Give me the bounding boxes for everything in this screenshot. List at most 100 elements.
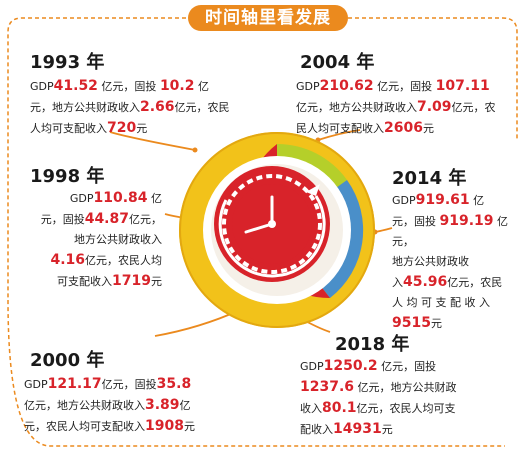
stat-text: 配收入: [300, 423, 333, 436]
stat-text: 元: [381, 423, 393, 436]
stat-text: 元: [183, 420, 195, 433]
stat-text: 元: [151, 275, 162, 288]
entry-line: 9515元: [392, 313, 522, 334]
stat-text: 亿元，地方公共财政收入: [296, 101, 417, 114]
stat-text: GDP: [300, 360, 324, 373]
stat-value: 210.62: [319, 78, 374, 94]
year-label: 1998 年: [30, 166, 105, 187]
entry-line: 民人均可支配收入2606元: [296, 118, 522, 139]
stat-text: 元: [422, 122, 434, 135]
stat-value: 35.8: [156, 376, 192, 392]
stat-text: 人 均 可 支 配 收 入: [392, 296, 490, 309]
stat-text: 亿元，: [129, 213, 162, 226]
stat-value: 80.1: [322, 400, 357, 416]
year-label: 2004 年: [300, 52, 375, 73]
stat-text: GDP: [69, 192, 94, 205]
stat-text: 亿元，农: [451, 101, 496, 114]
stat-value: 107.11: [435, 78, 490, 94]
entry-line: GDP121.17亿元，固投35.8: [24, 374, 260, 395]
stat-value: 45.96: [403, 274, 448, 290]
stat-value: 110.84: [93, 190, 148, 206]
stat-value: 44.87: [84, 211, 129, 227]
year-label: 1993 年: [30, 52, 105, 73]
entry-line: 亿元，地方公共财政收入3.89亿: [24, 395, 260, 416]
stat-text: 亿: [469, 194, 485, 207]
stat-text: 亿元，固投: [101, 378, 157, 391]
stat-value: 121.17: [47, 376, 102, 392]
stat-value: 9515: [392, 315, 431, 331]
year-label: 2000 年: [30, 350, 105, 371]
entry-line: 元，固投 919.19 亿元，: [392, 211, 522, 252]
entry-line: 亿元，地方公共财政收入7.09亿元，农: [296, 97, 522, 118]
year-label: 2014 年: [392, 168, 467, 189]
stat-text: 亿元，: [392, 215, 509, 248]
entry-line: 地方公共财政收: [392, 252, 522, 272]
stat-value: 3.89: [145, 397, 180, 413]
entry-line: 4.16亿元，农民人均: [22, 250, 162, 271]
page-title: 时间轴里看发展: [188, 5, 348, 31]
stat-text: 亿元，农民: [447, 276, 503, 289]
stat-text: 元，农民人均可支配收入: [24, 420, 145, 433]
entry-line: GDP210.62 亿元，固投 107.11: [296, 76, 522, 97]
stat-text: 民人均可支配收入: [296, 122, 384, 135]
clock-icon: [214, 166, 330, 282]
stat-value: 7.09: [417, 99, 452, 115]
entry-line: GDP41.52 亿元，固投 10.2 亿: [30, 76, 270, 97]
stat-value: 10.2: [159, 78, 195, 94]
entry-line: 人 均 可 支 配 收 入: [392, 293, 522, 313]
entry-line: 元，农民人均可支配收入1908元: [24, 416, 260, 437]
entry-line: 元，地方公共财政收入2.66亿元，农民: [30, 97, 270, 118]
entry-line: 入45.96亿元，农民: [392, 272, 522, 293]
dashed-frame-left: [7, 17, 186, 300]
stat-value: 4.16: [50, 252, 85, 268]
entry-line: GDP1250.2 亿元，固投: [300, 356, 522, 377]
entry-text-2004: GDP210.62 亿元，固投 107.11 亿元，地方公共财政收入7.09亿元，…: [296, 76, 522, 139]
stat-text: GDP: [296, 80, 320, 93]
stat-text: 亿元，固投: [377, 360, 437, 373]
stat-text: 人均可支配收入: [30, 122, 107, 135]
stat-value: 919.19: [439, 213, 494, 229]
entry-line: 地方公共财政收入: [22, 230, 162, 250]
stat-text: 亿元，固投: [373, 80, 436, 93]
stat-value: 1250.2: [323, 358, 378, 374]
stat-value: 2.66: [140, 99, 175, 115]
stat-text: GDP: [24, 378, 48, 391]
stat-text: 亿: [194, 80, 209, 93]
stat-text: 亿: [147, 192, 162, 205]
entry-line: 配收入14931元: [300, 419, 522, 440]
stat-value: 41.52: [53, 78, 98, 94]
stat-text: GDP: [30, 80, 54, 93]
stat-value: 1908: [145, 418, 184, 434]
entry-text-1993: GDP41.52 亿元，固投 10.2 亿元，地方公共财政收入2.66亿元，农民…: [30, 76, 270, 139]
entry-text-2018: GDP1250.2 亿元，固投 1237.6 亿元，地方公共财政 收入80.1亿元，…: [300, 356, 522, 440]
dashed-frame-right: [348, 17, 518, 140]
entry-text-1998: GDP110.84 亿元，固投44.87亿元， 地方公共财政收入 4.16亿元，农民…: [22, 188, 162, 292]
entry-text-2000: GDP121.17亿元，固投35.8 亿元，地方公共财政收入3.89亿 元，农民人均…: [24, 374, 260, 437]
stat-text: 地方公共财政收入: [74, 233, 162, 246]
stat-value: 14931: [333, 421, 382, 437]
connector-1993: [109, 131, 196, 151]
stat-text: 亿元，农民人均: [85, 254, 162, 267]
entry-line: 收入80.1亿元，农民人均可支: [300, 398, 522, 419]
stat-text: 亿元，固投: [97, 80, 160, 93]
stat-text: 亿元，农民人均可支: [356, 402, 456, 415]
entry-line: 1237.6 亿元，地方公共财政: [300, 377, 522, 398]
entry-line: GDP110.84 亿: [22, 188, 162, 209]
stat-value: 2606: [384, 120, 423, 136]
stat-value: 720: [107, 120, 137, 136]
stat-text: 亿元，地方公共财政: [354, 381, 457, 394]
stat-value: 1237.6: [300, 379, 355, 395]
entry-line: 元，固投44.87亿元，: [22, 209, 162, 230]
stat-text: 可支配收入: [57, 275, 113, 288]
dashed-frame-bottom: [7, 299, 505, 447]
stat-text: 亿元，农民: [174, 101, 230, 114]
entry-line: 人均可支配收入720元: [30, 118, 270, 139]
entry-line: 可支配收入1719元: [22, 271, 162, 292]
stat-text: 亿: [179, 399, 191, 412]
stat-value: 1719: [112, 273, 151, 289]
connector-2004: [317, 129, 361, 141]
stat-text: 收入: [300, 402, 322, 415]
stat-text: 入: [392, 276, 403, 289]
entry-line: GDP919.61 亿: [392, 190, 522, 211]
